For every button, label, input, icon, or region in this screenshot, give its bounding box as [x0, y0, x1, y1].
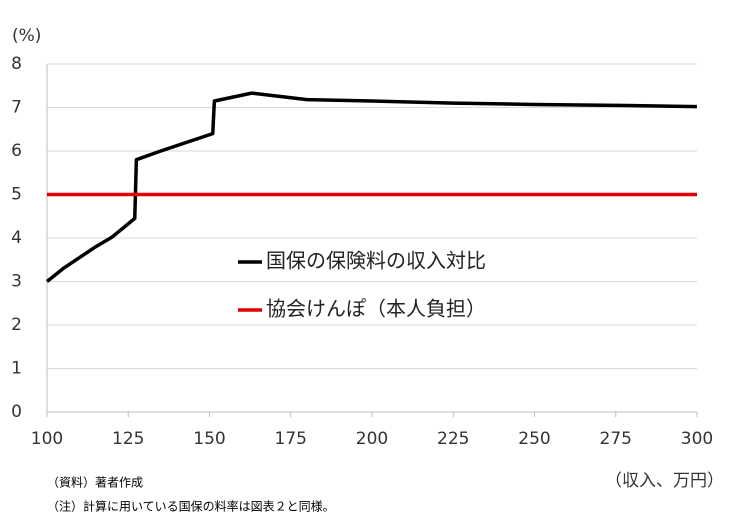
y-tick-label: 0 — [11, 402, 22, 422]
x-tick-label: 300 — [681, 429, 713, 449]
series-line — [45, 91, 698, 283]
x-tick-label: 175 — [275, 429, 307, 449]
note: （資料）著者作成 — [47, 476, 143, 490]
y-tick-label: 7 — [11, 98, 22, 118]
x-tick-label: 200 — [356, 429, 388, 449]
x-tick-label: 250 — [518, 429, 550, 449]
y-tick-label: 5 — [11, 185, 22, 205]
x-tick-label: 225 — [437, 429, 469, 449]
y-tick-label: 2 — [11, 315, 22, 335]
x-tick-label: 125 — [112, 429, 144, 449]
x-tick-label: 275 — [600, 429, 632, 449]
x-axis-label: （収入、万円） — [605, 471, 724, 491]
note: （注）計算に用いている国保の料率は図表２と同様。 — [47, 499, 335, 514]
y-tick-label: 8 — [11, 54, 22, 74]
x-tick-label: 100 — [31, 429, 63, 449]
legend-label: 協会けんぽ（本人負担） — [266, 297, 486, 321]
x-tick-label: 150 — [193, 429, 225, 449]
y-tick-label: 3 — [11, 272, 22, 292]
y-tick-label: 4 — [11, 228, 22, 248]
legend-label: 国保の保険料の収入対比 — [266, 249, 486, 273]
y-axis-label: (%) — [12, 26, 41, 46]
y-tick-label: 1 — [11, 359, 22, 379]
y-tick-label: 6 — [11, 141, 22, 161]
